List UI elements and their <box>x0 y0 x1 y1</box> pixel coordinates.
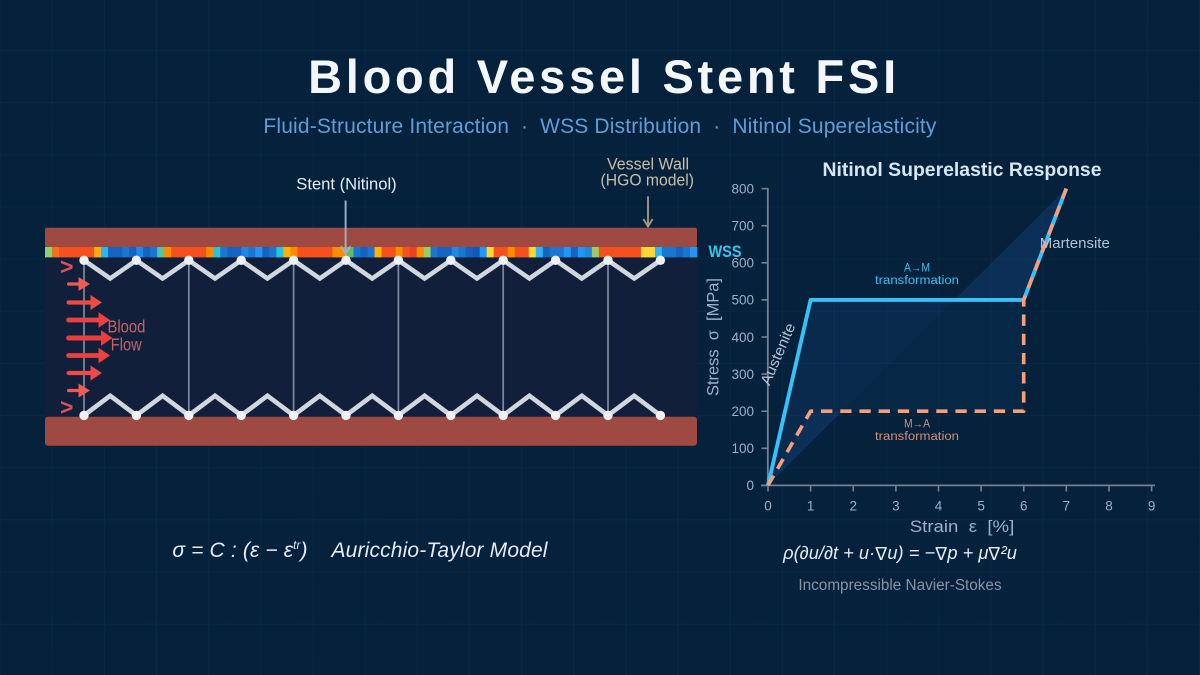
svg-text:1: 1 <box>807 499 815 514</box>
svg-text:Stent (Nitinol): Stent (Nitinol) <box>296 175 396 194</box>
svg-text:Blood: Blood <box>108 316 146 336</box>
svg-text:Martensite: Martensite <box>1040 236 1110 252</box>
svg-text:400: 400 <box>731 330 754 345</box>
svg-text:2: 2 <box>849 499 857 514</box>
svg-text:100: 100 <box>731 441 754 456</box>
svg-text:transformation: transformation <box>875 275 959 287</box>
svg-text:9: 9 <box>1148 499 1156 514</box>
svg-text:500: 500 <box>731 293 754 308</box>
svg-text:Strain ε [%]: Strain ε [%] <box>910 518 1015 536</box>
svg-text:A→M: A→M <box>904 263 930 275</box>
svg-text:(HGO model): (HGO model) <box>601 171 695 190</box>
svg-text:0: 0 <box>746 478 754 493</box>
svg-text:8: 8 <box>1105 499 1113 514</box>
svg-text:Nitinol Superelastic Response: Nitinol Superelastic Response <box>823 159 1102 181</box>
svg-text:0: 0 <box>764 499 772 514</box>
svg-text:>: > <box>60 394 73 420</box>
svg-text:5: 5 <box>977 499 985 514</box>
svg-text:700: 700 <box>731 219 754 234</box>
svg-text:300: 300 <box>731 367 754 382</box>
svg-text:>: > <box>60 254 73 280</box>
svg-text:4: 4 <box>935 499 943 514</box>
svg-text:Flow: Flow <box>111 335 142 355</box>
svg-text:transformation: transformation <box>875 431 959 443</box>
svg-text:800: 800 <box>731 181 754 196</box>
svg-text:M→A: M→A <box>904 419 930 431</box>
svg-text:7: 7 <box>1063 499 1071 514</box>
svg-text:200: 200 <box>731 404 754 419</box>
svg-text:Vessel Wall: Vessel Wall <box>607 155 689 174</box>
svg-text:WSS: WSS <box>709 243 742 261</box>
svg-text:3: 3 <box>892 499 900 514</box>
svg-text:600: 600 <box>731 256 754 271</box>
svg-text:Stress σ [MPa]: Stress σ [MPa] <box>705 278 723 396</box>
svg-text:6: 6 <box>1020 499 1028 514</box>
